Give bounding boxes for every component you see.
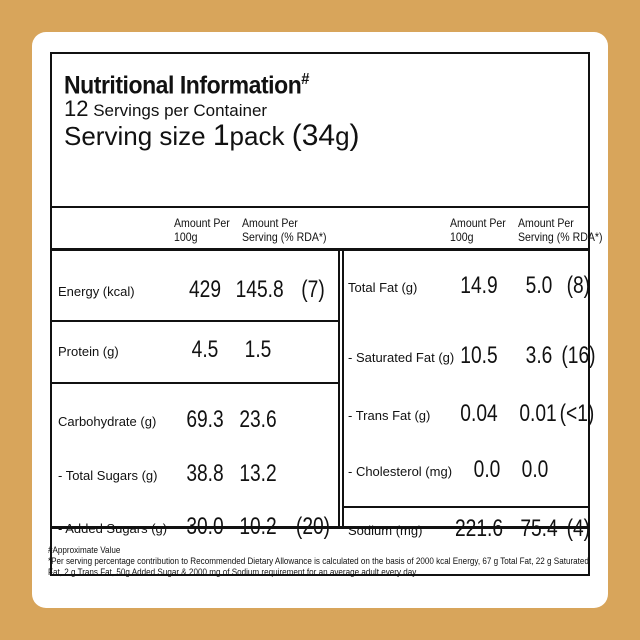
left-per100-header: Amount Per 100g (174, 216, 230, 244)
row-label: - Cholesterol (mg) (348, 464, 453, 479)
row-label: - Saturated Fat (g) (348, 350, 455, 365)
serving-value: 23.6 (239, 406, 277, 433)
serving-value: 10.2 (239, 513, 277, 540)
title-footnote-mark: # (301, 71, 310, 88)
footnotes: #Approximate Value *Per serving percenta… (48, 545, 589, 578)
column-divider-right (342, 250, 344, 527)
servings-text: Servings per Container (93, 101, 268, 121)
serving-grams-unit: g (335, 121, 350, 152)
rda-value: (4) (566, 515, 591, 542)
serving-value: 0.0 (521, 456, 549, 483)
per100-value: 221.6 (454, 515, 504, 542)
serving-value: 0.01 (519, 400, 557, 427)
per100-value: 10.5 (460, 342, 498, 369)
serving-value: 1.5 (244, 336, 272, 363)
title-text: Nutritional Information (64, 71, 302, 100)
footnote-rda-line2: Fat, 2 g Trans Fat, 50g Added Sugar & 20… (48, 567, 418, 577)
footnote-rda-line1: *Per serving percentage contribution to … (48, 556, 589, 566)
serving-header-line1: Amount Per (242, 216, 298, 230)
row-label: Total Fat (g) (348, 280, 418, 295)
row-label: - Added Sugars (g) (58, 521, 168, 536)
serving-value: 13.2 (239, 460, 277, 487)
rda-value: (8) (566, 272, 591, 299)
label-header: Nutritional Information# 12 Servings per… (64, 66, 580, 151)
row-label: - Trans Fat (g) (348, 408, 431, 423)
per100-value: 38.8 (186, 460, 224, 487)
nutrition-facts-panel: Nutritional Information# 12 Servings per… (50, 52, 603, 576)
rda-value: (16) (561, 342, 596, 369)
row-label: - Total Sugars (g) (58, 468, 158, 483)
right-row-divider-1 (342, 506, 588, 508)
per100-header-line1: Amount Per (174, 216, 230, 230)
right-serving-header: Amount Per Serving (% RDA*) (518, 216, 603, 244)
column-divider-left (338, 250, 340, 527)
row-label: Carbohydrate (g) (58, 414, 157, 429)
nutrition-card: Nutritional Information# 12 Servings per… (32, 32, 608, 608)
serving-size-prefix: Serving size (64, 121, 206, 152)
label-title: Nutritional Information# (64, 66, 539, 99)
row-label: Sodium (mg) (348, 523, 423, 538)
per100-value: 429 (188, 276, 222, 303)
serving-header-line1: Amount Per (518, 216, 574, 230)
footnote-approximate: #Approximate Value (48, 545, 121, 555)
serving-size-number: 1 (212, 119, 230, 153)
left-row-divider-1 (52, 320, 338, 322)
serving-grams-open: (34 (291, 119, 336, 153)
serving-size: Serving size 1pack (34g) (64, 119, 580, 153)
right-per100-header: Amount Per 100g (450, 216, 506, 244)
per100-header-line2: 100g (450, 230, 474, 244)
left-serving-header: Amount Per Serving (% RDA*) (242, 216, 327, 244)
per100-value: 69.3 (186, 406, 224, 433)
table-bottom-divider (52, 526, 588, 529)
header-divider (52, 206, 588, 208)
per100-header-line1: Amount Per (450, 216, 506, 230)
per100-value: 14.9 (460, 272, 498, 299)
serving-value: 3.6 (525, 342, 553, 369)
serving-header-line2: Serving (% RDA*) (518, 230, 603, 244)
serving-value: 75.4 (520, 515, 558, 542)
serving-header-line2: Serving (% RDA*) (242, 230, 327, 244)
left-row-divider-2 (52, 382, 338, 384)
column-header-divider (52, 248, 588, 251)
per100-value: 30.0 (186, 513, 224, 540)
per100-value: 0.0 (473, 456, 501, 483)
serving-value: 145.8 (235, 276, 284, 303)
rda-value: (20) (295, 513, 331, 540)
servings-count: 12 (64, 96, 89, 122)
serving-grams-close: ) (349, 119, 360, 153)
rda-value: (<1) (559, 400, 595, 427)
per100-header-line2: 100g (174, 230, 198, 244)
servings-per-container: 12 Servings per Container (64, 96, 580, 122)
serving-size-unit: pack (229, 121, 285, 152)
row-label: Energy (kcal) (58, 284, 135, 299)
per100-value: 0.04 (460, 400, 498, 427)
serving-value: 5.0 (525, 272, 553, 299)
row-label: Protein (g) (58, 344, 119, 359)
per100-value: 4.5 (191, 336, 219, 363)
rda-value: (7) (301, 276, 325, 303)
